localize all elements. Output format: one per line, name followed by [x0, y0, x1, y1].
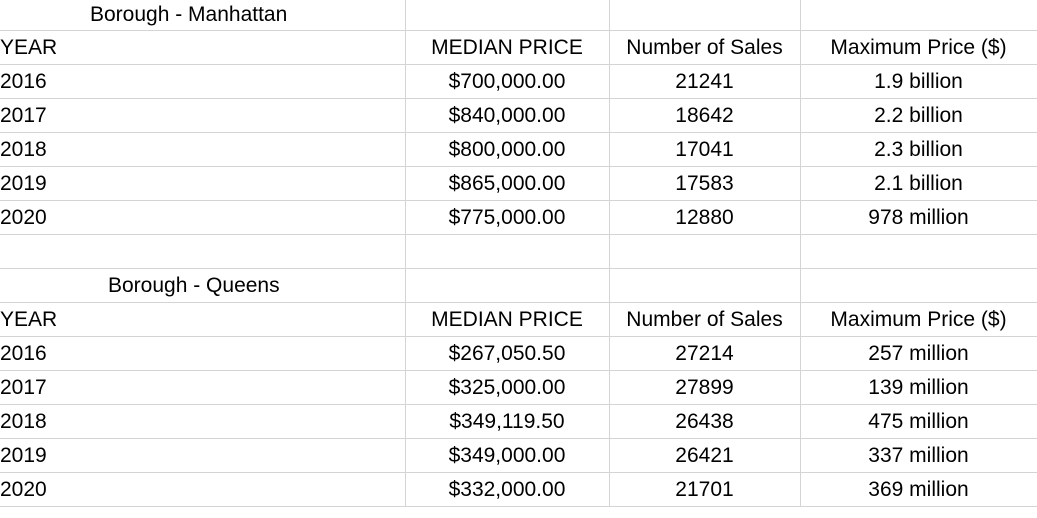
empty-cell[interactable]	[405, 268, 610, 303]
cell-median-price[interactable]: $325,000.00	[405, 370, 610, 405]
empty-cell[interactable]	[0, 234, 406, 269]
cell-maximum-price[interactable]: 369 million	[800, 472, 1037, 507]
empty-cell[interactable]	[800, 234, 1037, 269]
cell-maximum-price[interactable]: 257 million	[800, 336, 1037, 371]
header-year[interactable]: YEAR	[0, 302, 406, 337]
table-row: 2019 $349,000.00 26421 337 million	[0, 438, 1037, 473]
empty-cell[interactable]	[405, 0, 610, 31]
cell-year[interactable]: 2018	[0, 132, 406, 167]
empty-cell[interactable]	[800, 268, 1037, 303]
cell-year[interactable]: 2016	[0, 336, 406, 371]
cell-number-of-sales[interactable]: 12880	[609, 200, 801, 235]
table-row: 2017 $840,000.00 18642 2.2 billion	[0, 98, 1037, 133]
cell-maximum-price[interactable]: 2.1 billion	[800, 166, 1037, 201]
cell-year[interactable]: 2020	[0, 472, 406, 507]
cell-median-price[interactable]: $349,000.00	[405, 438, 610, 473]
table-row: 2018 $349,119.50 26438 475 million	[0, 404, 1037, 439]
cell-number-of-sales[interactable]: 27899	[609, 370, 801, 405]
sheet-table: Borough - Manhattan YEAR MEDIAN PRICE Nu…	[0, 0, 1037, 507]
cell-median-price[interactable]: $349,119.50	[405, 404, 610, 439]
cell-year[interactable]: 2020	[0, 200, 406, 235]
cell-number-of-sales[interactable]: 17583	[609, 166, 801, 201]
empty-row	[0, 234, 1037, 269]
cell-year[interactable]: 2017	[0, 370, 406, 405]
table-row: 2019 $865,000.00 17583 2.1 billion	[0, 166, 1037, 201]
section-title-manhattan[interactable]: Borough - Manhattan	[0, 0, 406, 31]
cell-median-price[interactable]: $840,000.00	[405, 98, 610, 133]
cell-number-of-sales[interactable]: 26438	[609, 404, 801, 439]
empty-cell[interactable]	[609, 0, 801, 31]
table-row: 2016 $267,050.50 27214 257 million	[0, 336, 1037, 371]
cell-year[interactable]: 2017	[0, 98, 406, 133]
cell-number-of-sales[interactable]: 21241	[609, 64, 801, 99]
cell-year[interactable]: 2018	[0, 404, 406, 439]
cell-maximum-price[interactable]: 1.9 billion	[800, 64, 1037, 99]
table-row: 2020 $332,000.00 21701 369 million	[0, 472, 1037, 507]
section-title-queens[interactable]: Borough - Queens	[0, 268, 406, 303]
cell-median-price[interactable]: $800,000.00	[405, 132, 610, 167]
cell-year[interactable]: 2016	[0, 64, 406, 99]
table-row: 2018 $800,000.00 17041 2.3 billion	[0, 132, 1037, 167]
cell-median-price[interactable]: $267,050.50	[405, 336, 610, 371]
cell-maximum-price[interactable]: 475 million	[800, 404, 1037, 439]
empty-cell[interactable]	[609, 234, 801, 269]
header-median-price[interactable]: MEDIAN PRICE	[405, 30, 610, 65]
cell-maximum-price[interactable]: 337 million	[800, 438, 1037, 473]
cell-median-price[interactable]: $700,000.00	[405, 64, 610, 99]
cell-median-price[interactable]: $332,000.00	[405, 472, 610, 507]
header-row: YEAR MEDIAN PRICE Number of Sales Maximu…	[0, 302, 1037, 337]
header-number-of-sales[interactable]: Number of Sales	[609, 30, 801, 65]
header-year[interactable]: YEAR	[0, 30, 406, 65]
cell-number-of-sales[interactable]: 18642	[609, 98, 801, 133]
header-maximum-price[interactable]: Maximum Price ($)	[800, 30, 1037, 65]
cell-maximum-price[interactable]: 2.3 billion	[800, 132, 1037, 167]
header-number-of-sales[interactable]: Number of Sales	[609, 302, 801, 337]
header-median-price[interactable]: MEDIAN PRICE	[405, 302, 610, 337]
cell-maximum-price[interactable]: 139 million	[800, 370, 1037, 405]
empty-cell[interactable]	[800, 0, 1037, 31]
header-row: YEAR MEDIAN PRICE Number of Sales Maximu…	[0, 30, 1037, 65]
table-row: 2016 $700,000.00 21241 1.9 billion	[0, 64, 1037, 99]
table-row: 2020 $775,000.00 12880 978 million	[0, 200, 1037, 235]
table-row: 2017 $325,000.00 27899 139 million	[0, 370, 1037, 405]
cell-median-price[interactable]: $865,000.00	[405, 166, 610, 201]
cell-maximum-price[interactable]: 978 million	[800, 200, 1037, 235]
header-maximum-price[interactable]: Maximum Price ($)	[800, 302, 1037, 337]
cell-year[interactable]: 2019	[0, 438, 406, 473]
cell-number-of-sales[interactable]: 21701	[609, 472, 801, 507]
section-title-row: Borough - Manhattan	[0, 0, 1037, 31]
cell-median-price[interactable]: $775,000.00	[405, 200, 610, 235]
empty-cell[interactable]	[609, 268, 801, 303]
cell-year[interactable]: 2019	[0, 166, 406, 201]
empty-cell[interactable]	[405, 234, 610, 269]
cell-maximum-price[interactable]: 2.2 billion	[800, 98, 1037, 133]
cell-number-of-sales[interactable]: 17041	[609, 132, 801, 167]
section-title-row: Borough - Queens	[0, 268, 1037, 303]
cell-number-of-sales[interactable]: 27214	[609, 336, 801, 371]
cell-number-of-sales[interactable]: 26421	[609, 438, 801, 473]
